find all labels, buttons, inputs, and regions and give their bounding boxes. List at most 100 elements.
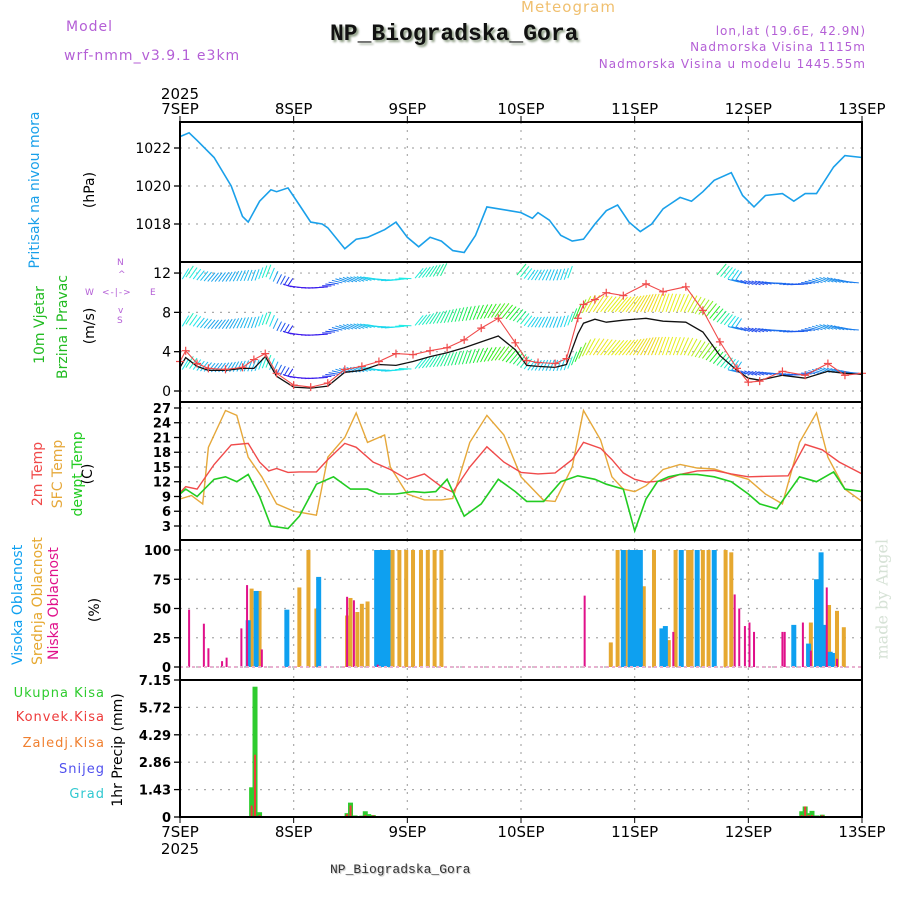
wind-barb: [325, 330, 336, 333]
wind-barb: [429, 355, 438, 368]
wind-barb: [698, 342, 710, 359]
wind-barb: [614, 339, 628, 356]
precip-total-bar: [809, 810, 815, 817]
wind-barb: [472, 348, 480, 364]
gust-marker: [323, 379, 332, 388]
compass-up-arrow: ^: [118, 270, 126, 280]
wind-barb: [331, 327, 343, 331]
cloud-bar: [225, 657, 228, 667]
precip-conv-bar: [254, 754, 257, 817]
x-tick-label-top: 12SEP: [725, 100, 772, 118]
grid-lines: [180, 122, 862, 817]
wind-barb: [538, 316, 545, 328]
precip-conv-bar: [250, 805, 253, 817]
y-tick-label: 4: [162, 345, 171, 361]
wind-barb: [815, 324, 827, 330]
cloud-bar: [637, 550, 643, 667]
wind-barb: [398, 367, 412, 370]
wind-barb: [276, 364, 282, 375]
wind-barb: [618, 296, 632, 313]
wind-barb: [272, 361, 279, 373]
y-tick-label: 0: [162, 661, 171, 676]
wind-barb: [589, 338, 601, 356]
wind-barb: [758, 280, 769, 285]
wind-barb: [779, 330, 790, 332]
wind-barb: [833, 325, 845, 331]
wind-barb: [694, 341, 706, 358]
wind-barb: [225, 318, 233, 329]
gust-marker: [715, 337, 724, 346]
wind-barb: [432, 264, 441, 277]
x-tick-label-top: 7SEP: [161, 100, 199, 118]
wind-barb: [811, 325, 823, 331]
wind-barb: [218, 272, 226, 282]
elevation-label: Nadmorska Visina 1115m: [690, 40, 866, 54]
wind-barb: [603, 296, 617, 313]
wind-barb: [527, 316, 536, 328]
year-label-bottom: 2025: [161, 840, 199, 858]
wind-barb: [567, 356, 573, 369]
x-tick-label-top: 8SEP: [275, 100, 313, 118]
compass-down-arrow: v: [118, 306, 124, 316]
wind-barb: [600, 339, 613, 356]
wind-barb: [716, 354, 727, 366]
wind-barb: [731, 269, 739, 281]
wind-barb: [723, 314, 733, 326]
wind-barb: [283, 323, 290, 333]
cloud-bar: [791, 624, 797, 667]
wind-barb: [732, 326, 743, 331]
wind-barb: [276, 321, 282, 332]
y-tick-label: 3: [162, 520, 171, 535]
panel-frame: [179, 121, 863, 263]
wind-barb: [758, 371, 769, 376]
cloud-bar: [346, 596, 349, 667]
wind-barb: [611, 296, 625, 313]
wind-barb: [432, 354, 441, 368]
wind-barb: [761, 281, 772, 285]
wind-barb: [269, 314, 275, 327]
wind-barb: [640, 294, 651, 313]
wind-barb: [192, 316, 202, 327]
wind-barb: [826, 277, 838, 283]
wind-barb: [734, 271, 742, 282]
wind-barb: [716, 310, 727, 323]
gust-marker: [494, 314, 503, 323]
wind-barb: [801, 329, 812, 332]
wind-barb: [556, 269, 562, 281]
chart-kind-label: Meteogram: [521, 0, 616, 16]
wind-barb: [196, 360, 205, 371]
wind-barb: [501, 304, 513, 319]
wind-barb: [207, 272, 216, 282]
wind-barb: [440, 310, 448, 324]
wind-barb: [447, 352, 454, 366]
wind-barb: [512, 309, 524, 322]
wind-barb: [574, 303, 582, 319]
cloud-bar: [207, 648, 210, 667]
wind-barb: [487, 346, 497, 362]
wind-barb: [603, 339, 617, 356]
wind-barb: [611, 339, 625, 356]
wind-barb: [683, 294, 694, 313]
wind-barb: [578, 342, 587, 359]
wind-barb: [676, 337, 685, 356]
wind-barb: [523, 268, 533, 279]
precip-total-bar: [252, 686, 258, 817]
cloud-bar: [385, 550, 391, 667]
wind-barb: [549, 269, 555, 281]
cloud-bar: [257, 590, 262, 667]
wind-barb: [669, 336, 677, 356]
cloud-bar: [672, 631, 675, 667]
wind-barb: [658, 336, 667, 356]
wind-barb: [687, 295, 698, 313]
wind-barb: [552, 316, 559, 328]
x-tick-label-bottom: 12SEP: [725, 823, 772, 841]
gust-marker: [562, 354, 571, 363]
wind-barb: [214, 319, 223, 330]
wind-barb: [740, 279, 750, 285]
wind-barb: [483, 303, 493, 319]
gust-marker: [573, 314, 582, 323]
wind-barb: [425, 356, 435, 368]
wind-barb: [339, 324, 350, 330]
wind-barb: [727, 268, 736, 280]
wind-barb: [552, 269, 559, 281]
